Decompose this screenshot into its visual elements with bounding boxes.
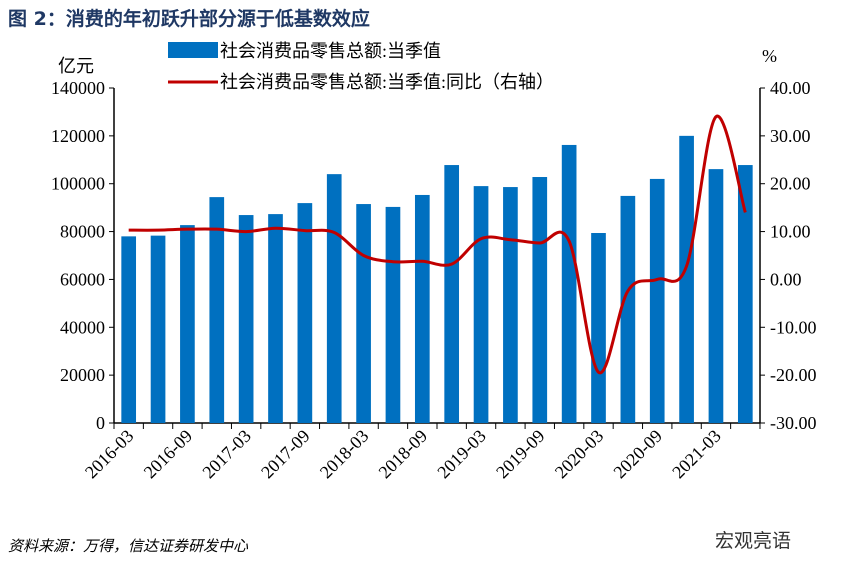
bar-2016-09 [180,225,195,423]
bar-2018-03 [356,204,371,423]
x-tick-label: 2018-09 [375,426,432,483]
bar-2017-12 [326,174,342,423]
left-tick-label: 20000 [60,365,105,385]
right-tick-label: -10.00 [770,317,817,337]
left-tick-label: 0 [96,413,105,433]
bar-2019-03 [473,186,489,423]
x-tick-label: 2017-03 [198,426,255,483]
x-tick-label: 2017-09 [257,426,314,483]
x-tick-label: 2016-03 [81,426,138,483]
bar-2020-09 [649,178,665,423]
x-tick-label: 2020-03 [551,426,608,483]
left-tick-label: 140000 [51,78,105,98]
left-tick-label: 40000 [60,317,105,337]
right-tick-label: 10.00 [770,222,811,242]
bar-2019-09 [532,177,548,423]
right-tick-label: 20.00 [770,174,811,194]
source-note: 资料来源：万得，信达证券研发中心 [8,537,249,555]
legend-line-label: 社会消费品零售总额:当季值:同比（右轴） [220,72,554,92]
bar-2019-12 [561,144,577,423]
bar-2018-12 [444,165,460,424]
x-tick-label: 2019-09 [492,426,549,483]
bar-2020-12 [679,135,694,423]
bar-2019-06 [503,187,518,423]
left-tick-label: 80000 [60,222,105,242]
left-tick-label: 120000 [51,126,105,146]
bar-2020-03 [591,233,606,423]
chart-title: 图 2：消费的年初跃升部分源于低基数效应 [8,8,370,30]
right-tick-label: 40.00 [770,78,811,98]
bar-2017-09 [297,203,313,423]
x-tick-label: 2020-09 [609,426,666,483]
watermark: 宏观亮语 [715,530,792,552]
right-tick-label: 0.00 [770,269,802,289]
bar-2021-03 [708,169,724,423]
bar-2016-06 [150,235,166,423]
right-tick-label: 30.00 [770,126,811,146]
left-tick-label: 100000 [51,174,105,194]
yoy-line [128,115,747,375]
bar-2017-06 [268,214,283,423]
right-axis-unit: % [762,46,777,66]
left-tick-label: 60000 [60,269,105,289]
x-tick-label: 2021-03 [668,426,725,483]
legend-bar-label: 社会消费品零售总额:当季值 [220,41,441,61]
right-tick-label: -30.00 [770,413,817,433]
bar-2021-06 [737,165,753,424]
x-tick-label: 2016-09 [140,426,197,483]
bar-2018-09 [414,194,430,423]
legend-bar-swatch [168,42,218,58]
left-axis-unit: 亿元 [58,56,94,76]
bar-2016-12 [209,197,225,423]
x-tick-label: 2018-03 [316,426,373,483]
bar-2017-03 [238,215,254,423]
x-tick-label: 2019-03 [433,426,490,483]
bar-2020-06 [620,195,636,423]
right-tick-label: -20.00 [770,365,817,385]
bar-2016-03 [121,236,137,423]
bar-2018-06 [385,206,401,423]
